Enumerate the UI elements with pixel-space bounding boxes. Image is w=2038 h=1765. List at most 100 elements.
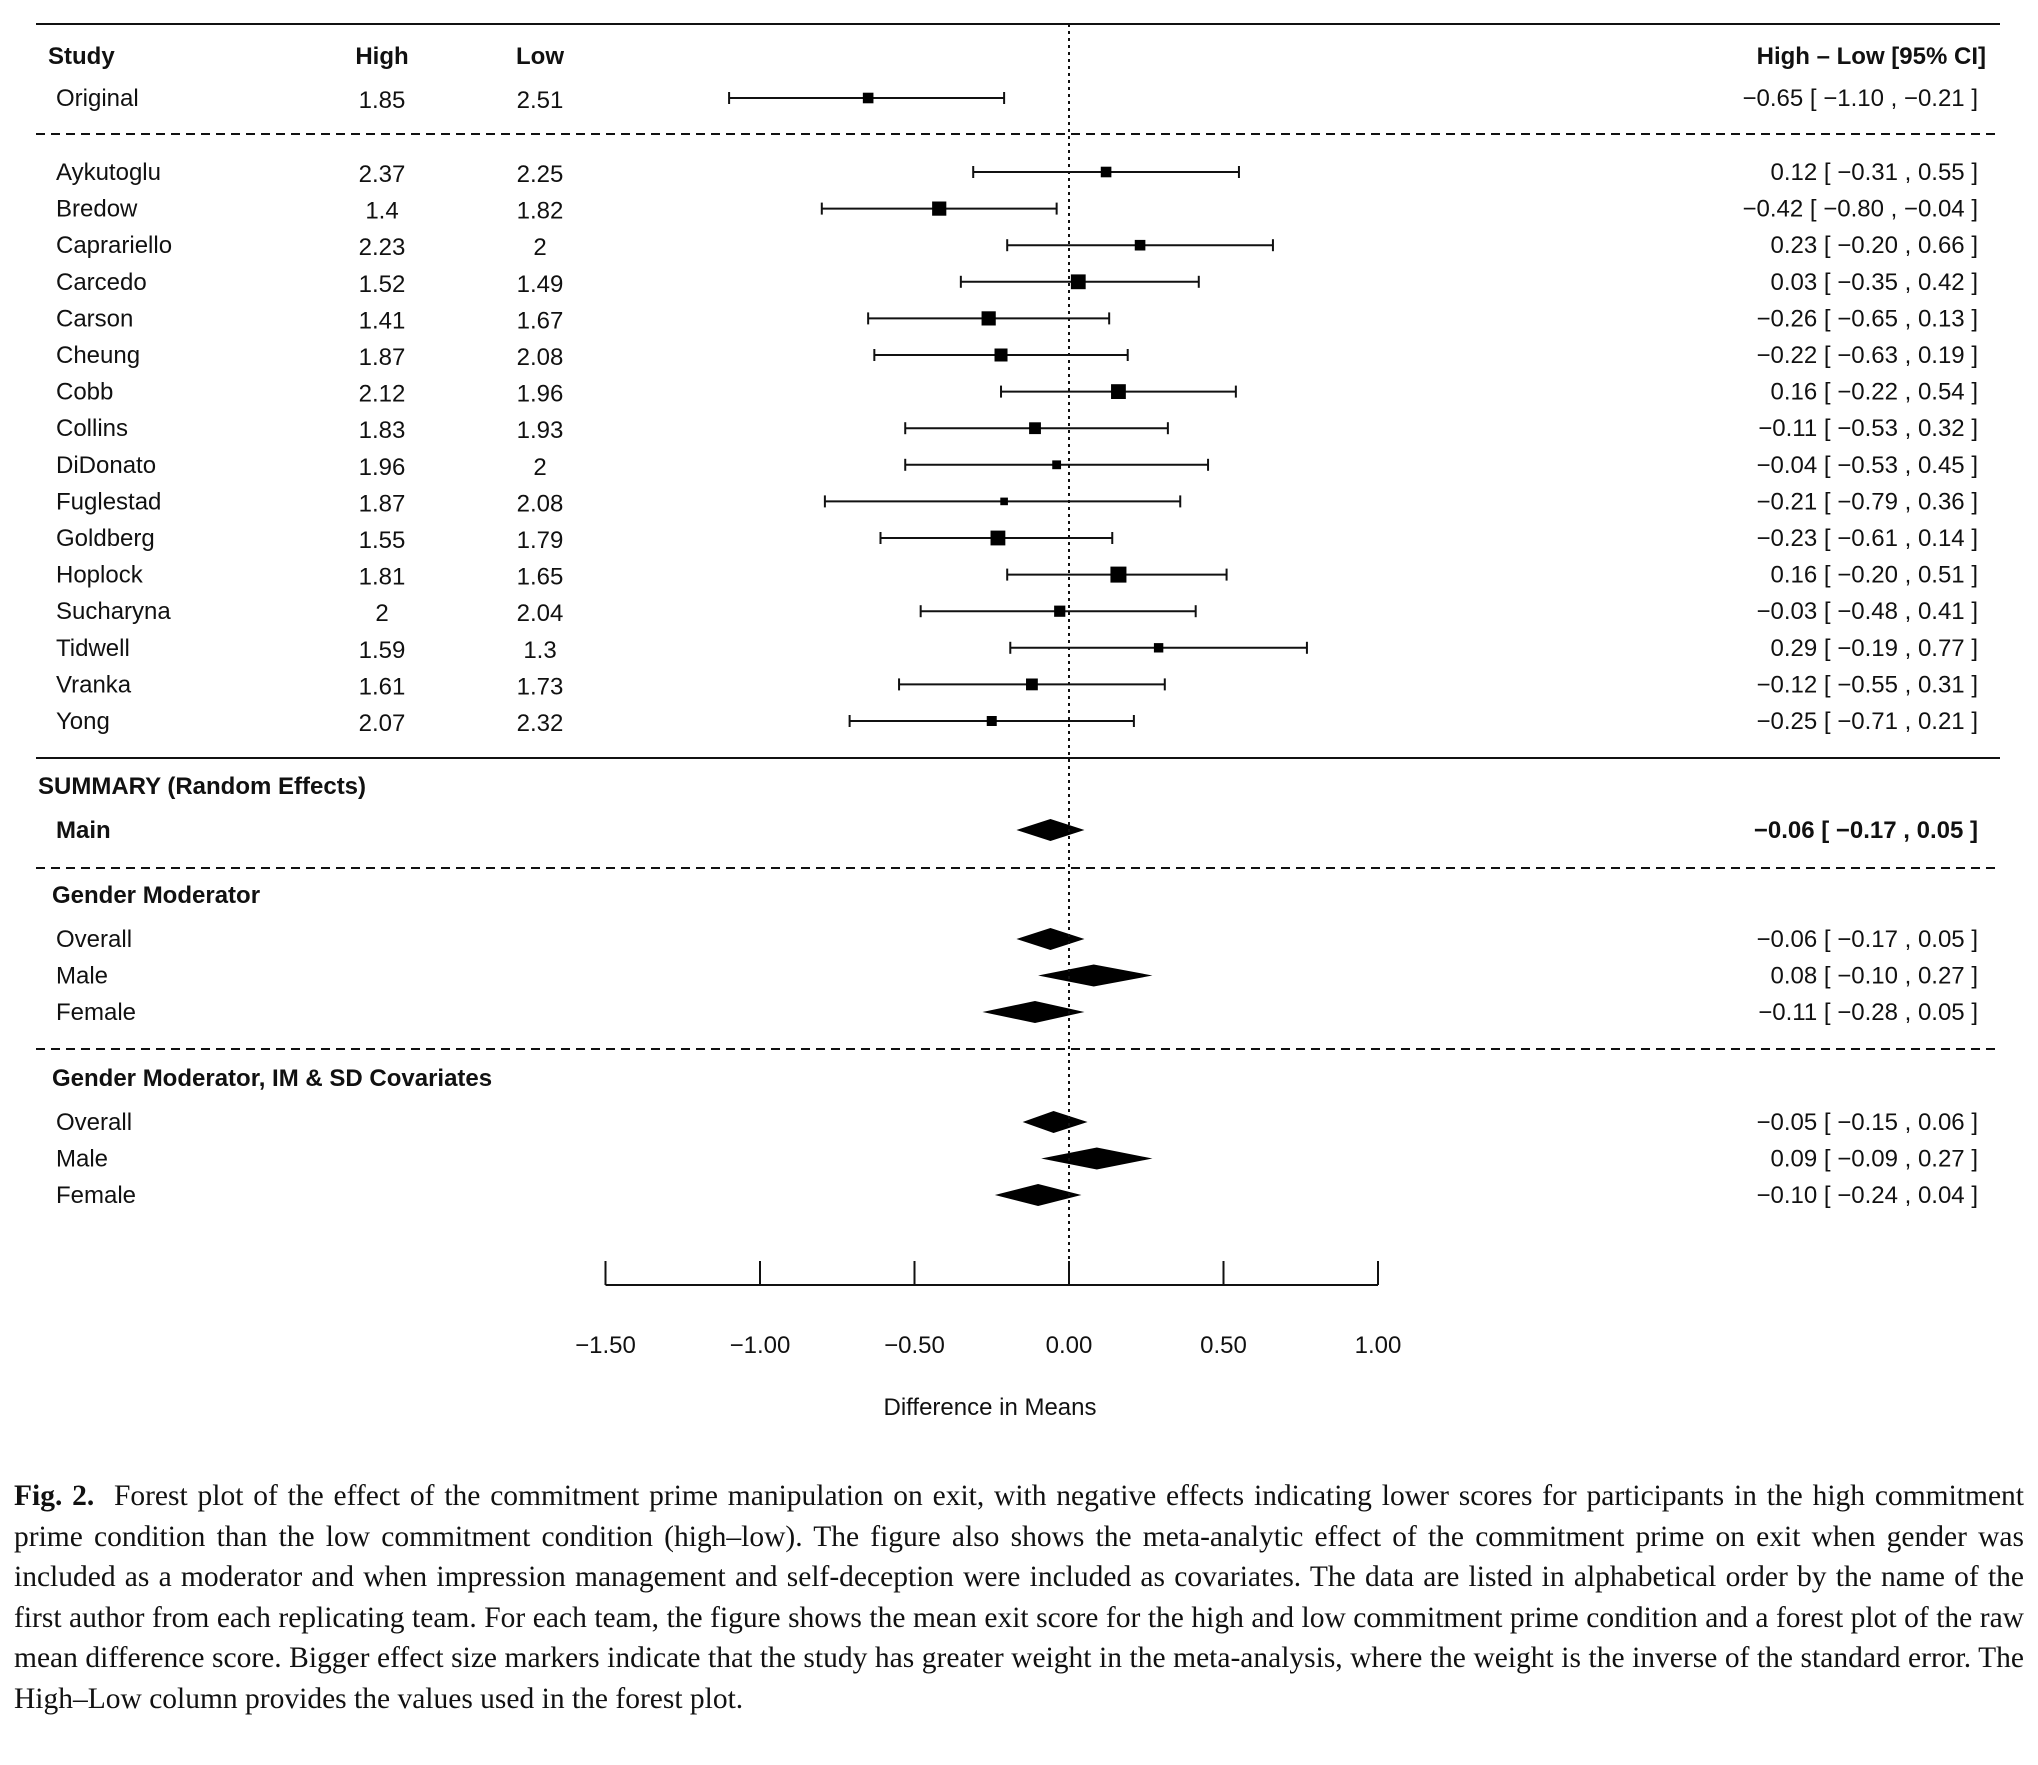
study-name: Fuglestad xyxy=(56,488,161,515)
high-value: 2.37 xyxy=(359,161,406,188)
effect-marker xyxy=(1026,678,1038,691)
high-value: 1.4 xyxy=(365,198,398,225)
summary-diamond xyxy=(1016,819,1085,841)
summary-row-name: Overall xyxy=(56,1109,132,1136)
ci-label: 0.03 [ −0.35 , 0.42 ] xyxy=(1771,269,1979,296)
effect-marker xyxy=(994,348,1008,362)
high-value: 2 xyxy=(375,600,388,627)
low-value: 1.73 xyxy=(517,673,564,700)
high-value: 1.81 xyxy=(359,564,406,591)
x-tick-label: −1.00 xyxy=(730,1332,791,1359)
summary-ci-label: −0.11 [ −0.28 , 0.05 ] xyxy=(1758,999,1978,1026)
summary-row-name: Female xyxy=(56,999,136,1026)
ci-label: 0.12 [ −0.31 , 0.55 ] xyxy=(1771,159,1979,186)
ci-label: −0.04 [ −0.53 , 0.45 ] xyxy=(1756,452,1978,479)
x-tick-label: 0.00 xyxy=(1046,1332,1093,1359)
effect-marker xyxy=(986,716,997,726)
effect-marker xyxy=(1000,497,1008,506)
high-value: 1.83 xyxy=(359,417,406,444)
low-value: 1.3 xyxy=(523,637,556,664)
high-value: 1.87 xyxy=(359,490,406,517)
study-name: Sucharyna xyxy=(56,598,171,625)
header-high: High xyxy=(355,43,408,70)
study-name: Aykutoglu xyxy=(56,159,161,186)
caption-text: Forest plot of the effect of the commitm… xyxy=(14,1480,2024,1715)
high-value: 1.59 xyxy=(359,637,406,664)
summary-ci-label: −0.06 [ −0.17 , 0.05 ] xyxy=(1754,817,1978,844)
low-value: 2.25 xyxy=(517,161,564,188)
effect-marker xyxy=(1110,566,1127,583)
summary-diamond xyxy=(1016,928,1085,950)
summary-row-name: Overall xyxy=(56,926,132,953)
summary-diamond xyxy=(1022,1111,1088,1133)
ci-label: −0.23 [ −0.61 , 0.14 ] xyxy=(1756,525,1978,552)
ci-label: 0.29 [ −0.19 , 0.77 ] xyxy=(1771,635,1979,662)
effect-marker xyxy=(1070,274,1086,290)
summary-diamond xyxy=(982,1001,1085,1023)
ci-label: 0.16 [ −0.20 , 0.51 ] xyxy=(1771,562,1979,589)
rows-layer: Original 1.85 2.51 −0.65 [ −1.10 , −0.21 ] A… xyxy=(36,24,2000,1285)
header-study: Study xyxy=(48,43,115,70)
low-value: 1.96 xyxy=(517,381,564,408)
study-name: Collins xyxy=(56,415,128,442)
low-value: 1.93 xyxy=(517,417,564,444)
summary-row-name: Male xyxy=(56,1146,108,1173)
header-ci: High – Low [95% CI] xyxy=(1757,43,1986,70)
effect-marker xyxy=(1153,643,1164,653)
study-name: Cobb xyxy=(56,379,113,406)
study-name: Original xyxy=(56,85,139,112)
summary-ci-label: 0.09 [ −0.09 , 0.27 ] xyxy=(1771,1146,1979,1173)
summary-diamond xyxy=(1041,1147,1153,1170)
section-title: SUMMARY (Random Effects) xyxy=(38,773,366,800)
effect-marker xyxy=(932,201,947,216)
summary-ci-label: −0.06 [ −0.17 , 0.05 ] xyxy=(1756,926,1978,953)
ci-label: −0.65 [ −1.10 , −0.21 ] xyxy=(1742,85,1978,112)
x-axis-title: Difference in Means xyxy=(884,1394,1097,1421)
high-value: 1.87 xyxy=(359,344,406,371)
high-value: 1.41 xyxy=(359,307,406,334)
study-name: Cheung xyxy=(56,342,140,369)
effect-marker xyxy=(1134,239,1146,251)
low-value: 2.32 xyxy=(517,710,564,737)
ci-label: 0.23 [ −0.20 , 0.66 ] xyxy=(1771,232,1979,259)
low-value: 1.49 xyxy=(517,271,564,298)
low-value: 2.51 xyxy=(517,87,564,114)
effect-marker xyxy=(1052,460,1062,470)
study-name: Hoplock xyxy=(56,562,144,589)
study-name: DiDonato xyxy=(56,452,156,479)
ci-label: −0.22 [ −0.63 , 0.19 ] xyxy=(1756,342,1978,369)
caption-label: Fig. 2. xyxy=(14,1480,95,1512)
low-value: 1.79 xyxy=(517,527,564,554)
ci-label: −0.03 [ −0.48 , 0.41 ] xyxy=(1756,598,1978,625)
summary-diamond xyxy=(994,1184,1082,1206)
study-name: Goldberg xyxy=(56,525,155,552)
study-name: Bredow xyxy=(56,196,138,223)
forest-plot: Study High Low High – Low [95% CI] Origi… xyxy=(36,23,2000,1421)
effect-marker xyxy=(981,311,996,326)
effect-marker xyxy=(862,92,874,104)
effect-marker xyxy=(1029,422,1041,435)
x-tick-label: −0.50 xyxy=(884,1332,945,1359)
ci-label: −0.26 [ −0.65 , 0.13 ] xyxy=(1756,305,1978,332)
high-value: 2.23 xyxy=(359,234,406,261)
effect-marker xyxy=(1111,384,1126,399)
study-name: Carson xyxy=(56,305,133,332)
high-value: 1.55 xyxy=(359,527,406,554)
summary-row-name: Female xyxy=(56,1182,136,1209)
ci-label: −0.12 [ −0.55 , 0.31 ] xyxy=(1756,671,1978,698)
effect-marker xyxy=(990,530,1006,546)
low-value: 2 xyxy=(533,454,546,481)
effect-marker xyxy=(1100,166,1112,178)
low-value: 1.82 xyxy=(517,198,564,225)
section-title: Gender Moderator, IM & SD Covariates xyxy=(52,1065,492,1092)
summary-row-name: Main xyxy=(56,817,111,844)
effect-marker xyxy=(1054,605,1066,617)
high-value: 2.07 xyxy=(359,710,406,737)
static-layer: Study High Low High – Low [95% CI] xyxy=(36,23,2000,70)
high-value: 1.85 xyxy=(359,87,406,114)
x-tick-label: −1.50 xyxy=(575,1332,636,1359)
ci-label: −0.21 [ −0.79 , 0.36 ] xyxy=(1756,488,1978,515)
summary-diamond xyxy=(1038,964,1153,987)
ci-label: 0.16 [ −0.22 , 0.54 ] xyxy=(1771,379,1979,406)
high-value: 1.52 xyxy=(359,271,406,298)
